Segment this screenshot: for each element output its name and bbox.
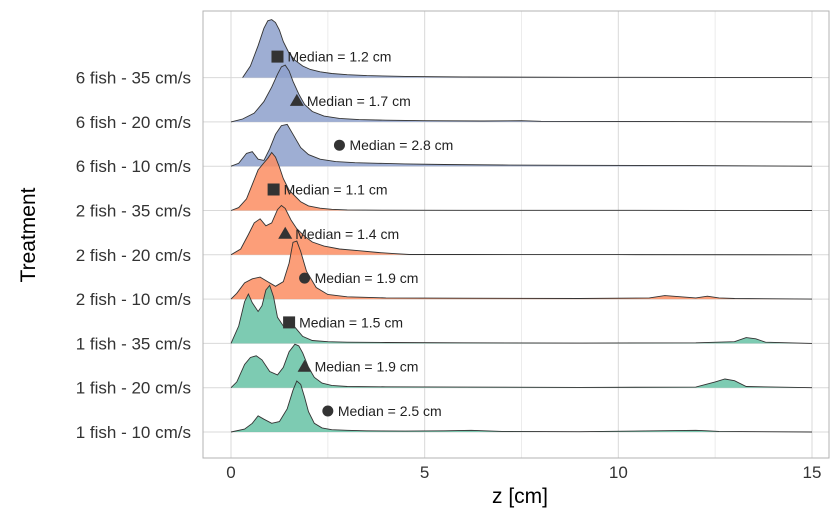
x-tick-label: 0 — [226, 463, 235, 482]
median-label: Median = 1.5 cm — [299, 314, 403, 330]
median-triangle-marker — [278, 226, 293, 239]
density-ridge-outline — [230, 240, 813, 300]
median-label: Median = 1.7 cm — [307, 93, 411, 109]
plot-panel-border — [202, 10, 830, 459]
median-label: Median = 1.1 cm — [284, 182, 388, 198]
density-ridge-fill — [231, 124, 812, 167]
density-ridge-fill — [231, 241, 812, 300]
density-ridge-fill — [231, 152, 812, 211]
median-circle-marker — [333, 139, 345, 151]
density-ridge-fill — [231, 381, 812, 432]
median-label: Median = 1.9 cm — [315, 270, 419, 286]
median-square-marker — [267, 183, 280, 196]
density-ridge-outline — [230, 64, 813, 123]
y-tick-label: 2 fish - 35 cm/s — [76, 202, 191, 221]
y-tick-label: 6 fish - 35 cm/s — [76, 69, 191, 88]
x-tick-label: 15 — [803, 463, 822, 482]
y-tick-label: 6 fish - 20 cm/s — [76, 113, 191, 132]
density-ridge-fill — [231, 285, 812, 344]
density-ridge-fill — [242, 19, 813, 78]
median-label: Median = 1.2 cm — [287, 49, 391, 65]
y-tick-label: 2 fish - 10 cm/s — [76, 290, 191, 309]
x-tick-label: 10 — [609, 463, 628, 482]
y-tick-label: 6 fish - 10 cm/s — [76, 157, 191, 176]
median-markers: Median = 2.5 cm Median = 1.9 cm Median = 1… — [267, 49, 453, 419]
median-circle-marker — [299, 272, 311, 284]
x-tick-label: 5 — [420, 463, 429, 482]
density-ridge-fill — [231, 205, 812, 255]
y-axis-tick-labels: 1 fish - 10 cm/s 1 fish - 20 cm/s 1 fish -… — [76, 69, 191, 442]
density-ridge-outline — [230, 380, 813, 433]
density-ridges — [230, 19, 813, 433]
y-tick-label: 2 fish - 20 cm/s — [76, 246, 191, 265]
y-tick-label: 1 fish - 10 cm/s — [76, 423, 191, 442]
median-label: Median = 2.5 cm — [338, 403, 442, 419]
density-ridge-outline — [230, 123, 813, 167]
density-ridge-fill — [231, 65, 812, 122]
median-square-marker — [271, 50, 284, 63]
x-axis-title: z [cm] — [492, 485, 548, 508]
y-tick-label: 1 fish - 20 cm/s — [76, 379, 191, 398]
density-ridge-outline — [230, 204, 813, 256]
median-label: Median = 1.9 cm — [315, 359, 419, 375]
density-ridge-outline — [230, 151, 813, 211]
median-square-marker — [283, 316, 296, 329]
y-tick-label: 1 fish - 35 cm/s — [76, 334, 191, 353]
median-label: Median = 2.8 cm — [349, 137, 453, 153]
median-label: Median = 1.4 cm — [295, 226, 399, 242]
density-ridge-outline — [242, 19, 813, 79]
median-triangle-marker — [297, 359, 312, 372]
density-ridge-fill — [231, 344, 812, 388]
x-axis-tick-labels: 0 5 10 15 — [226, 463, 821, 482]
median-circle-marker — [322, 405, 334, 417]
median-triangle-marker — [289, 93, 304, 106]
y-axis-title: Treatment — [17, 187, 40, 282]
